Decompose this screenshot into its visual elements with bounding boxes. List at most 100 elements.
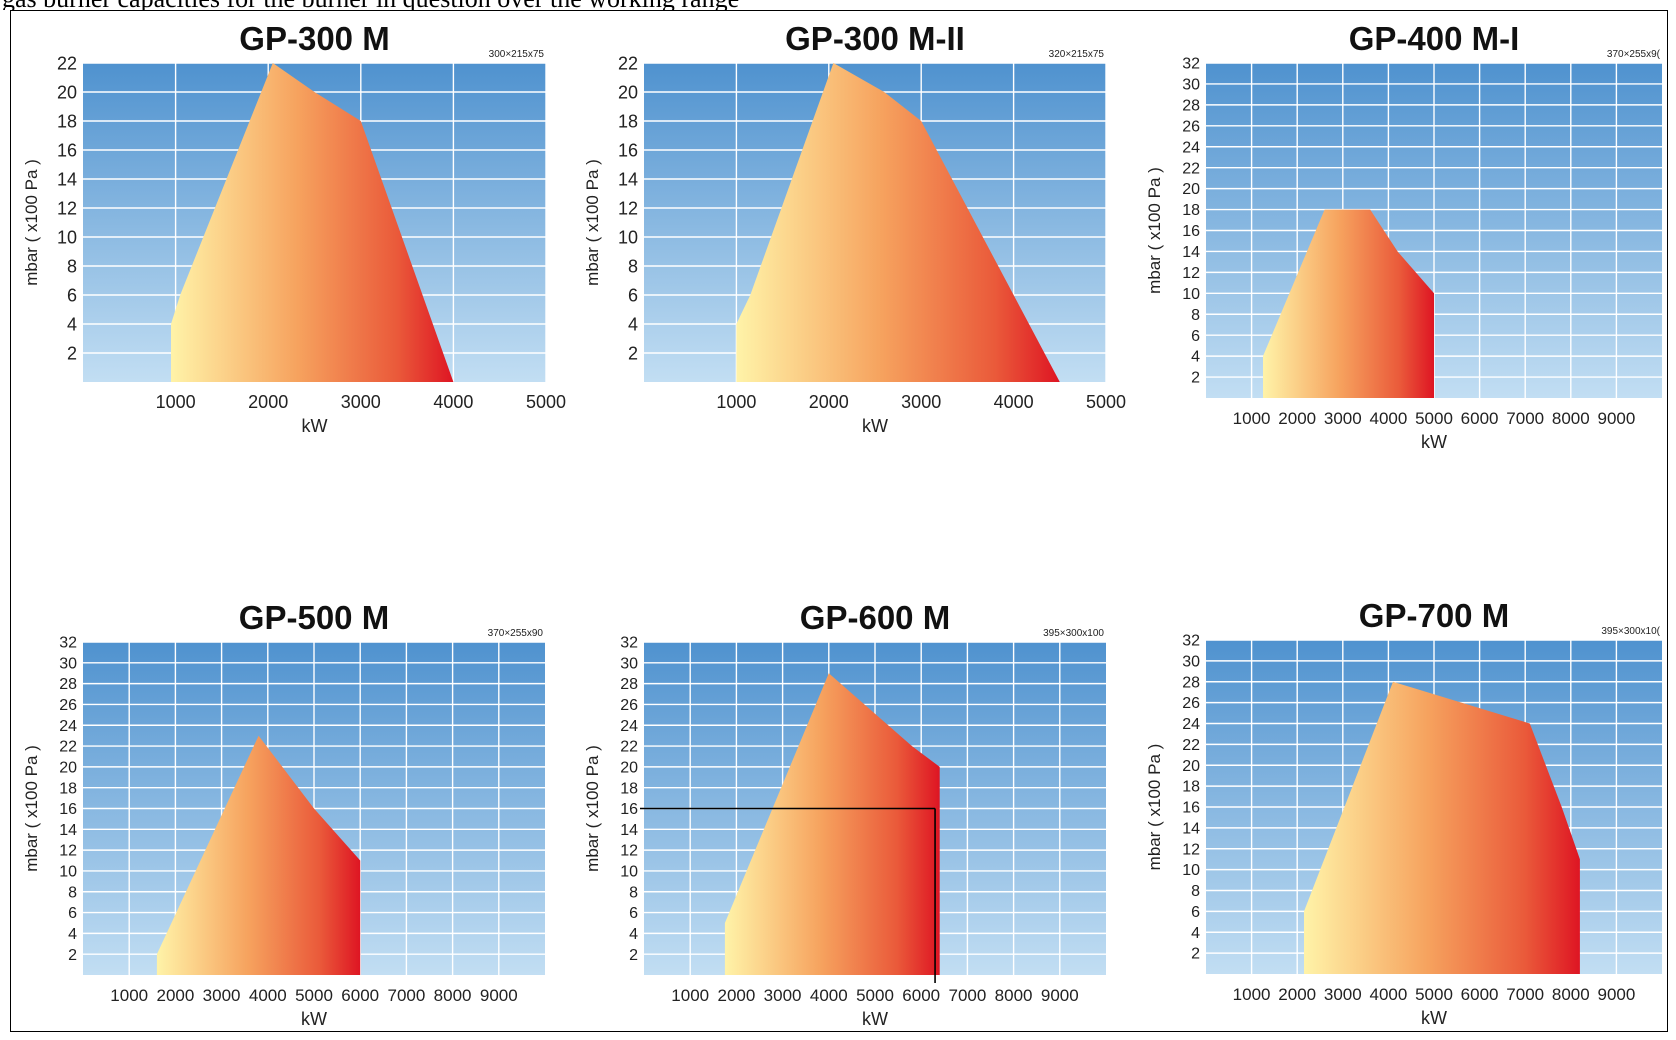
- y-tick-label: 12: [59, 843, 77, 860]
- y-tick-label: 8: [628, 256, 638, 276]
- y-tick-label: 6: [68, 905, 77, 922]
- x-tick-label: 3000: [341, 392, 381, 412]
- y-tick-label: 4: [1191, 925, 1200, 942]
- y-tick-label: 16: [620, 801, 638, 818]
- y-tick-label: 8: [68, 884, 77, 901]
- chart-title: GP-300 M-II: [785, 20, 965, 57]
- y-tick-label: 6: [1191, 328, 1200, 345]
- y-tick-label: 22: [1182, 160, 1200, 177]
- y-tick-label: 32: [1182, 633, 1200, 650]
- x-tick-label: 3000: [1324, 409, 1362, 428]
- x-axis-label: kW: [302, 416, 328, 436]
- x-tick-label: 8000: [434, 986, 472, 1005]
- y-tick-label: 8: [629, 884, 638, 901]
- figure-frame: [10, 10, 1668, 1032]
- x-tick-label: 9000: [1597, 409, 1635, 428]
- x-tick-label: 7000: [387, 986, 425, 1005]
- x-tick-label: 3000: [764, 986, 802, 1005]
- y-tick-label: 22: [1182, 737, 1200, 754]
- y-tick-label: 2: [628, 343, 638, 363]
- y-tick-label: 26: [620, 697, 638, 714]
- x-tick-label: 1000: [110, 986, 148, 1005]
- x-tick-label: 1000: [671, 986, 709, 1005]
- y-tick-label: 32: [1182, 56, 1200, 73]
- chart-title: GP-600 M: [800, 599, 950, 636]
- y-tick-label: 26: [1182, 118, 1200, 135]
- chart-2: 2 4 6 8 10 12 14 16 18 20 22 1000 2000 3000 4000 5000 kW…: [583, 20, 1126, 436]
- x-tick-label: 6000: [341, 986, 379, 1005]
- y-tick-label: 14: [620, 822, 638, 839]
- y-tick-label: 18: [1182, 202, 1200, 219]
- y-tick-label: 20: [59, 759, 77, 776]
- y-tick-label: 10: [620, 864, 638, 881]
- y-tick-label: 20: [618, 82, 638, 102]
- y-tick-label: 16: [1182, 223, 1200, 240]
- x-tick-label: 1000: [1233, 985, 1271, 1004]
- size-note: 300×215x75: [489, 49, 545, 60]
- working-range-area: [736, 63, 1060, 382]
- y-tick-label: 18: [57, 111, 77, 131]
- y-tick-label: 18: [1182, 779, 1200, 796]
- y-tick-label: 24: [1182, 139, 1200, 156]
- y-tick-label: 4: [68, 926, 77, 943]
- x-axis-label: kW: [862, 1009, 888, 1029]
- x-tick-label: 4000: [249, 986, 287, 1005]
- y-tick-label: 12: [620, 843, 638, 860]
- y-tick-label: 10: [59, 864, 77, 881]
- y-tick-label: 30: [620, 655, 638, 672]
- y-tick-label: 14: [57, 169, 77, 189]
- y-tick-label: 6: [1191, 904, 1200, 921]
- x-tick-label: 2000: [248, 392, 288, 412]
- y-tick-label: 28: [1182, 674, 1200, 691]
- y-tick-label: 14: [1182, 244, 1200, 261]
- figure-caption: gas burner capacities for the burner in …: [2, 0, 739, 10]
- y-tick-label: 20: [57, 82, 77, 102]
- x-tick-label: 4000: [1369, 985, 1407, 1004]
- chart-title: GP-700 M: [1359, 597, 1509, 634]
- x-tick-label: 5000: [1086, 392, 1126, 412]
- y-tick-label: 8: [67, 256, 77, 276]
- y-tick-label: 4: [628, 314, 638, 334]
- chart-title: GP-500 M: [239, 599, 389, 636]
- working-range-area: [171, 63, 454, 382]
- x-tick-label: 5000: [1415, 985, 1453, 1004]
- working-range-area: [1304, 681, 1580, 974]
- x-tick-label: 4000: [433, 392, 473, 412]
- y-tick-label: 20: [1182, 181, 1200, 198]
- x-tick-label: 4000: [810, 986, 848, 1005]
- x-tick-label: 2000: [809, 392, 849, 412]
- y-axis-label: mbar ( x100 Pa ): [1145, 744, 1164, 871]
- y-tick-label: 26: [1182, 695, 1200, 712]
- y-tick-label: 6: [628, 285, 638, 305]
- chart-title: GP-400 M-I: [1349, 20, 1520, 57]
- y-tick-label: 2: [68, 947, 77, 964]
- y-tick-label: 2: [1191, 946, 1200, 963]
- x-tick-label: 3000: [1324, 985, 1362, 1004]
- y-tick-label: 10: [618, 227, 638, 247]
- x-tick-label: 6000: [1461, 409, 1499, 428]
- y-tick-label: 20: [620, 759, 638, 776]
- y-tick-label: 24: [59, 718, 77, 735]
- size-note: 320×215x75: [1049, 49, 1105, 60]
- x-tick-label: 7000: [1506, 985, 1544, 1004]
- chart-title: GP-300 M: [239, 20, 389, 57]
- x-axis-label: kW: [1421, 432, 1447, 452]
- x-tick-label: 8000: [1552, 409, 1590, 428]
- y-tick-label: 4: [1191, 349, 1200, 366]
- y-tick-label: 2: [67, 343, 77, 363]
- chart-1: 2 4 6 8 10 12 14 16 18 20 22 1000 2000 3000 4000 5000 kW…: [22, 20, 566, 436]
- x-tick-label: 7000: [1506, 409, 1544, 428]
- x-tick-label: 3000: [203, 986, 241, 1005]
- size-note: 370×255x9(: [1607, 49, 1661, 60]
- y-tick-label: 22: [57, 53, 77, 73]
- y-tick-label: 8: [1191, 307, 1200, 324]
- y-tick-label: 18: [59, 780, 77, 797]
- x-tick-label: 6000: [1461, 985, 1499, 1004]
- x-tick-label: 1000: [156, 392, 196, 412]
- size-note: 395×300x100: [1043, 628, 1104, 639]
- x-tick-label: 9000: [1041, 986, 1079, 1005]
- x-tick-label: 7000: [948, 986, 986, 1005]
- y-tick-label: 12: [1182, 841, 1200, 858]
